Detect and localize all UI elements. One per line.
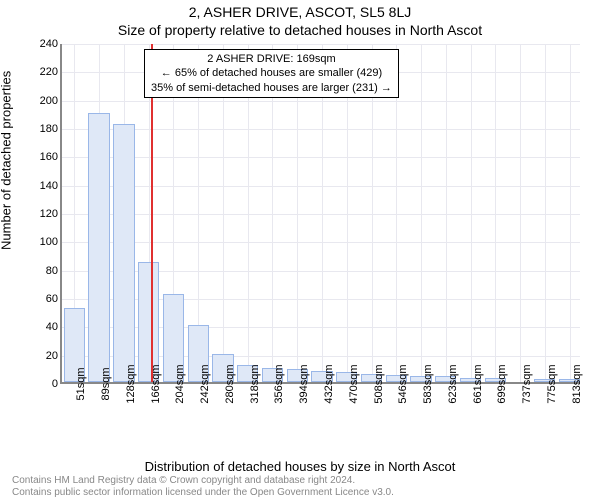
x-axis-label: Distribution of detached houses by size …: [0, 459, 600, 474]
y-tick-label: 200: [40, 95, 58, 107]
x-tick-label: 661sqm: [471, 364, 484, 403]
chart-container: 2, ASHER DRIVE, ASCOT, SL5 8LJ Size of p…: [0, 0, 600, 500]
gridline-h: [62, 186, 580, 187]
x-tick-label: 775sqm: [545, 364, 558, 403]
x-tick-label: 508sqm: [372, 364, 385, 403]
gridline-h: [62, 214, 580, 215]
gridline-h: [62, 157, 580, 158]
y-tick-label: 0: [52, 378, 58, 390]
y-tick-label: 120: [40, 208, 58, 220]
histogram-bar: [113, 124, 134, 382]
x-tick-label: 623sqm: [446, 364, 459, 403]
annotation-box: 2 ASHER DRIVE: 169sqm← 65% of detached h…: [144, 49, 399, 98]
gridline-v: [421, 44, 422, 382]
footer-text: Contains HM Land Registry data © Crown c…: [12, 475, 394, 498]
y-tick-label: 100: [40, 236, 58, 248]
y-tick-label: 140: [40, 180, 58, 192]
gridline-v: [446, 44, 447, 382]
histogram-bar: [88, 113, 109, 382]
x-tick-label: 242sqm: [198, 364, 211, 403]
chart-subtitle: Size of property relative to detached ho…: [0, 22, 600, 38]
x-tick-label: 546sqm: [396, 364, 409, 403]
gridline-v: [495, 44, 496, 382]
annotation-line-1: 2 ASHER DRIVE: 169sqm: [151, 52, 392, 66]
x-tick-label: 813sqm: [570, 364, 583, 403]
footer-line-1: Contains HM Land Registry data © Crown c…: [12, 475, 355, 486]
y-tick-label: 160: [40, 151, 58, 163]
chart-title: 2, ASHER DRIVE, ASCOT, SL5 8LJ: [0, 4, 600, 20]
x-tick-label: 204sqm: [173, 364, 186, 403]
x-tick-label: 128sqm: [124, 364, 137, 403]
gridline-h: [62, 129, 580, 130]
x-tick-label: 394sqm: [297, 364, 310, 403]
x-tick-label: 699sqm: [495, 364, 508, 403]
gridline-h: [62, 44, 580, 45]
x-tick-label: 318sqm: [248, 364, 261, 403]
x-tick-label: 432sqm: [322, 364, 335, 403]
x-tick-label: 737sqm: [520, 364, 533, 403]
plot-area: 02040608010012014016018020022024051sqm89…: [60, 44, 580, 384]
x-tick-label: 583sqm: [421, 364, 434, 403]
y-tick-label: 40: [46, 321, 58, 333]
gridline-h: [62, 101, 580, 102]
gridline-v: [520, 44, 521, 382]
annotation-line-3: 35% of semi-detached houses are larger (…: [151, 81, 392, 95]
x-tick-label: 89sqm: [99, 367, 112, 400]
y-tick-label: 80: [46, 265, 58, 277]
y-tick-label: 20: [46, 350, 58, 362]
y-tick-label: 220: [40, 66, 58, 78]
annotation-line-2: ← 65% of detached houses are smaller (42…: [151, 66, 392, 80]
gridline-h: [62, 242, 580, 243]
x-tick-label: 280sqm: [223, 364, 236, 403]
x-tick-label: 470sqm: [347, 364, 360, 403]
x-tick-label: 51sqm: [74, 367, 87, 400]
y-axis-label: Number of detached properties: [0, 71, 14, 250]
y-tick-label: 60: [46, 293, 58, 305]
gridline-v: [545, 44, 546, 382]
gridline-v: [471, 44, 472, 382]
footer-line-2: Contains public sector information licen…: [12, 487, 394, 498]
x-tick-label: 356sqm: [272, 364, 285, 403]
gridline-v: [570, 44, 571, 382]
y-tick-label: 180: [40, 123, 58, 135]
y-tick-label: 240: [40, 38, 58, 50]
